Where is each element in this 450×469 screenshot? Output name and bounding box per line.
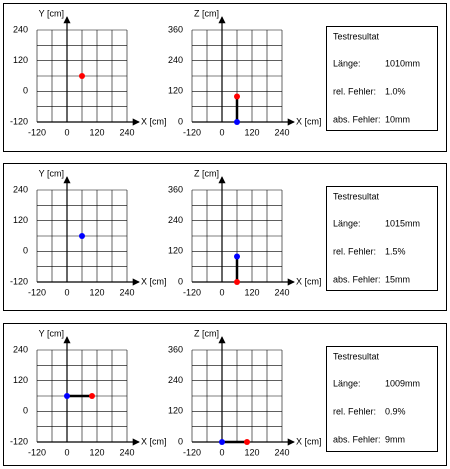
y-tick-label: 0 <box>178 276 183 286</box>
point <box>219 439 225 445</box>
x-tick-label: -120 <box>28 127 46 137</box>
result-label: Länge: <box>333 58 361 68</box>
panel-frame <box>3 323 447 466</box>
result-value: 1015mm <box>385 218 420 228</box>
x-axis-label: X [cm] <box>296 276 322 286</box>
x-axis-label: X [cm] <box>141 276 167 286</box>
point <box>244 439 250 445</box>
point <box>79 233 85 239</box>
y-tick-label: 360 <box>168 184 183 194</box>
result-label: Länge: <box>333 218 361 228</box>
result-title: Testresultat <box>333 351 380 361</box>
x-tick-label: 240 <box>274 127 289 137</box>
y-tick-label: 0 <box>23 86 28 96</box>
result-title: Testresultat <box>333 31 380 41</box>
x-tick-label: 240 <box>119 127 134 137</box>
y-tick-label: 120 <box>168 86 183 96</box>
y-tick-label: 240 <box>168 215 183 225</box>
result-value: 1.5% <box>385 246 406 256</box>
x-tick-label: -120 <box>183 447 201 457</box>
x-tick-label: 240 <box>119 447 134 457</box>
x-tick-label: 0 <box>64 287 69 297</box>
y-tick-label: 0 <box>23 246 28 256</box>
point <box>79 73 85 79</box>
result-value: 1009mm <box>385 378 420 388</box>
panel-frame <box>3 3 447 152</box>
point <box>89 393 95 399</box>
y-axis-label: Z [cm] <box>194 328 219 338</box>
x-tick-label: 0 <box>64 127 69 137</box>
result-label: abs. Fehler: <box>333 114 381 124</box>
point <box>234 93 240 100</box>
result-value: 9mm <box>385 434 405 444</box>
y-tick-label: 0 <box>178 436 183 446</box>
x-tick-label: 120 <box>89 447 104 457</box>
y-tick-label: -120 <box>10 276 28 286</box>
x-tick-label: 0 <box>219 127 224 137</box>
y-tick-label: 240 <box>168 55 183 65</box>
x-tick-label: 120 <box>244 447 259 457</box>
result-label: rel. Fehler: <box>333 86 376 96</box>
x-tick-label: 240 <box>274 287 289 297</box>
x-tick-label: 0 <box>219 287 224 297</box>
result-label: rel. Fehler: <box>333 246 376 256</box>
x-tick-label: -120 <box>183 127 201 137</box>
result-value: 1010mm <box>385 58 420 68</box>
x-axis-label: X [cm] <box>141 116 167 126</box>
y-tick-label: 120 <box>13 215 28 225</box>
y-tick-label: -120 <box>10 436 28 446</box>
result-box <box>326 186 438 291</box>
y-tick-label: -120 <box>10 116 28 126</box>
result-value: 10mm <box>385 114 410 124</box>
y-tick-label: 240 <box>13 24 28 34</box>
y-tick-label: 120 <box>168 406 183 416</box>
x-tick-label: 120 <box>244 127 259 137</box>
x-tick-label: 0 <box>64 447 69 457</box>
x-tick-label: -120 <box>28 287 46 297</box>
y-axis-label: Y [cm] <box>39 168 64 178</box>
y-tick-label: 240 <box>168 375 183 385</box>
point <box>234 279 240 285</box>
x-tick-label: -120 <box>28 447 46 457</box>
point <box>234 119 240 125</box>
x-tick-label: 240 <box>274 447 289 457</box>
result-label: abs. Fehler: <box>333 274 381 284</box>
y-tick-label: 120 <box>13 55 28 65</box>
result-label: abs. Fehler: <box>333 434 381 444</box>
result-value: 15mm <box>385 274 410 284</box>
x-tick-label: 0 <box>219 447 224 457</box>
y-tick-label: 360 <box>168 24 183 34</box>
panel-frame <box>3 163 447 311</box>
y-tick-label: 0 <box>178 116 183 126</box>
y-tick-label: 240 <box>13 184 28 194</box>
result-box <box>326 26 438 131</box>
y-tick-label: 120 <box>13 375 28 385</box>
y-tick-label: 120 <box>168 246 183 256</box>
y-axis-label: Y [cm] <box>39 328 64 338</box>
result-value: 0.9% <box>385 406 406 416</box>
x-tick-label: 120 <box>89 127 104 137</box>
result-box <box>326 346 438 452</box>
y-axis-label: Z [cm] <box>194 168 219 178</box>
x-tick-label: 240 <box>119 287 134 297</box>
point <box>234 253 240 260</box>
result-label: Länge: <box>333 378 361 388</box>
x-tick-label: 120 <box>244 287 259 297</box>
result-title: Testresultat <box>333 191 380 201</box>
y-axis-label: Y [cm] <box>39 8 64 18</box>
result-value: 1.0% <box>385 86 406 96</box>
y-axis-label: Z [cm] <box>194 8 219 18</box>
y-tick-label: 240 <box>13 344 28 354</box>
result-label: rel. Fehler: <box>333 406 376 416</box>
x-tick-label: -120 <box>183 287 201 297</box>
x-axis-label: X [cm] <box>296 116 322 126</box>
point <box>64 393 70 399</box>
y-tick-label: 360 <box>168 344 183 354</box>
y-tick-label: 0 <box>23 406 28 416</box>
x-tick-label: 120 <box>89 287 104 297</box>
x-axis-label: X [cm] <box>296 436 322 446</box>
x-axis-label: X [cm] <box>141 436 167 446</box>
